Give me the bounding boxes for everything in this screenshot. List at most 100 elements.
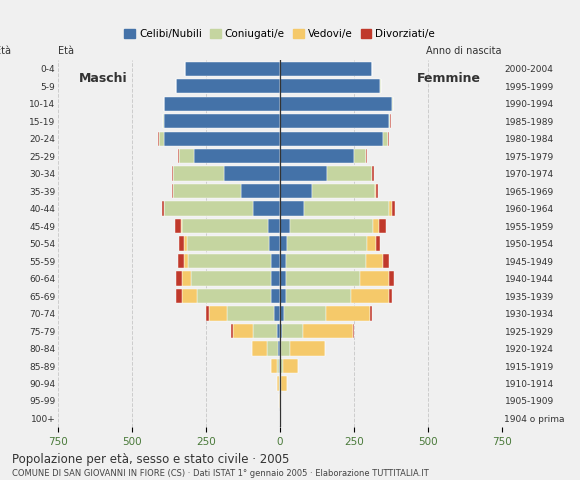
Bar [224, 167, 280, 181]
Bar [280, 184, 313, 198]
Bar [253, 202, 280, 216]
Bar [280, 202, 303, 216]
Bar [280, 149, 354, 163]
Bar [367, 237, 376, 251]
Bar [182, 271, 191, 286]
Bar [376, 184, 378, 198]
Bar [271, 271, 280, 286]
Bar [173, 167, 224, 181]
Bar [280, 394, 281, 408]
Bar [280, 114, 389, 128]
Bar [184, 237, 187, 251]
Bar [274, 306, 280, 321]
Bar [383, 254, 389, 268]
Bar [370, 306, 372, 321]
Bar [351, 289, 389, 303]
Bar [286, 289, 351, 303]
Bar [163, 114, 165, 128]
Bar [392, 202, 395, 216]
Bar [270, 237, 280, 251]
Bar [178, 254, 184, 268]
Bar [280, 61, 372, 76]
Bar [271, 254, 280, 268]
Bar [389, 289, 392, 303]
Bar [280, 289, 286, 303]
Bar [187, 237, 270, 251]
Bar [179, 149, 194, 163]
Bar [281, 376, 287, 391]
Bar [389, 114, 390, 128]
Bar [280, 306, 284, 321]
Bar [280, 79, 380, 94]
Bar [388, 132, 389, 146]
Bar [360, 271, 389, 286]
Bar [303, 202, 389, 216]
Bar [165, 202, 253, 216]
Bar [188, 254, 271, 268]
Bar [173, 184, 241, 198]
Text: Età: Età [0, 47, 12, 57]
Bar [279, 359, 280, 373]
Bar [277, 359, 279, 373]
Bar [164, 202, 165, 216]
Bar [165, 132, 280, 146]
Bar [279, 376, 280, 391]
Bar [280, 376, 281, 391]
Text: COMUNE DI SAN GIOVANNI IN FIORE (CS) · Dati ISTAT 1° gennaio 2005 · Elaborazione: COMUNE DI SAN GIOVANNI IN FIORE (CS) · D… [12, 469, 429, 479]
Bar [283, 359, 298, 373]
Bar [271, 289, 280, 303]
Bar [185, 61, 280, 76]
Bar [252, 341, 267, 356]
Bar [372, 167, 374, 181]
Bar [284, 306, 326, 321]
Bar [182, 289, 197, 303]
Legend: Celibi/Nubili, Coniugati/e, Vedovi/e, Divorziati/e: Celibi/Nubili, Coniugati/e, Vedovi/e, Di… [120, 25, 440, 43]
Bar [287, 237, 367, 251]
Bar [277, 324, 280, 338]
Bar [326, 306, 370, 321]
Bar [281, 341, 290, 356]
Bar [241, 184, 280, 198]
Bar [280, 254, 286, 268]
Bar [354, 149, 365, 163]
Bar [268, 219, 280, 233]
Bar [271, 359, 277, 373]
Bar [164, 96, 165, 111]
Bar [383, 132, 388, 146]
Bar [286, 271, 360, 286]
Bar [313, 184, 375, 198]
Bar [280, 167, 327, 181]
Bar [279, 394, 280, 408]
Bar [280, 359, 281, 373]
Bar [194, 149, 280, 163]
Bar [282, 324, 303, 338]
Bar [176, 271, 182, 286]
Bar [280, 271, 286, 286]
Bar [286, 254, 365, 268]
Bar [172, 167, 173, 181]
Bar [179, 237, 184, 251]
Bar [197, 289, 271, 303]
Bar [165, 114, 280, 128]
Bar [365, 254, 383, 268]
Bar [182, 219, 268, 233]
Bar [191, 271, 271, 286]
Bar [280, 96, 392, 111]
Bar [267, 341, 278, 356]
Bar [184, 254, 188, 268]
Bar [280, 132, 383, 146]
Bar [175, 219, 181, 233]
Bar [290, 219, 373, 233]
Text: Età: Età [58, 47, 74, 56]
Bar [389, 202, 392, 216]
Bar [227, 306, 274, 321]
Text: Femmine: Femmine [417, 72, 481, 85]
Bar [158, 132, 165, 146]
Bar [280, 341, 281, 356]
Bar [209, 306, 227, 321]
Bar [162, 202, 164, 216]
Bar [253, 324, 277, 338]
Bar [165, 96, 280, 111]
Bar [376, 237, 380, 251]
Bar [172, 184, 173, 198]
